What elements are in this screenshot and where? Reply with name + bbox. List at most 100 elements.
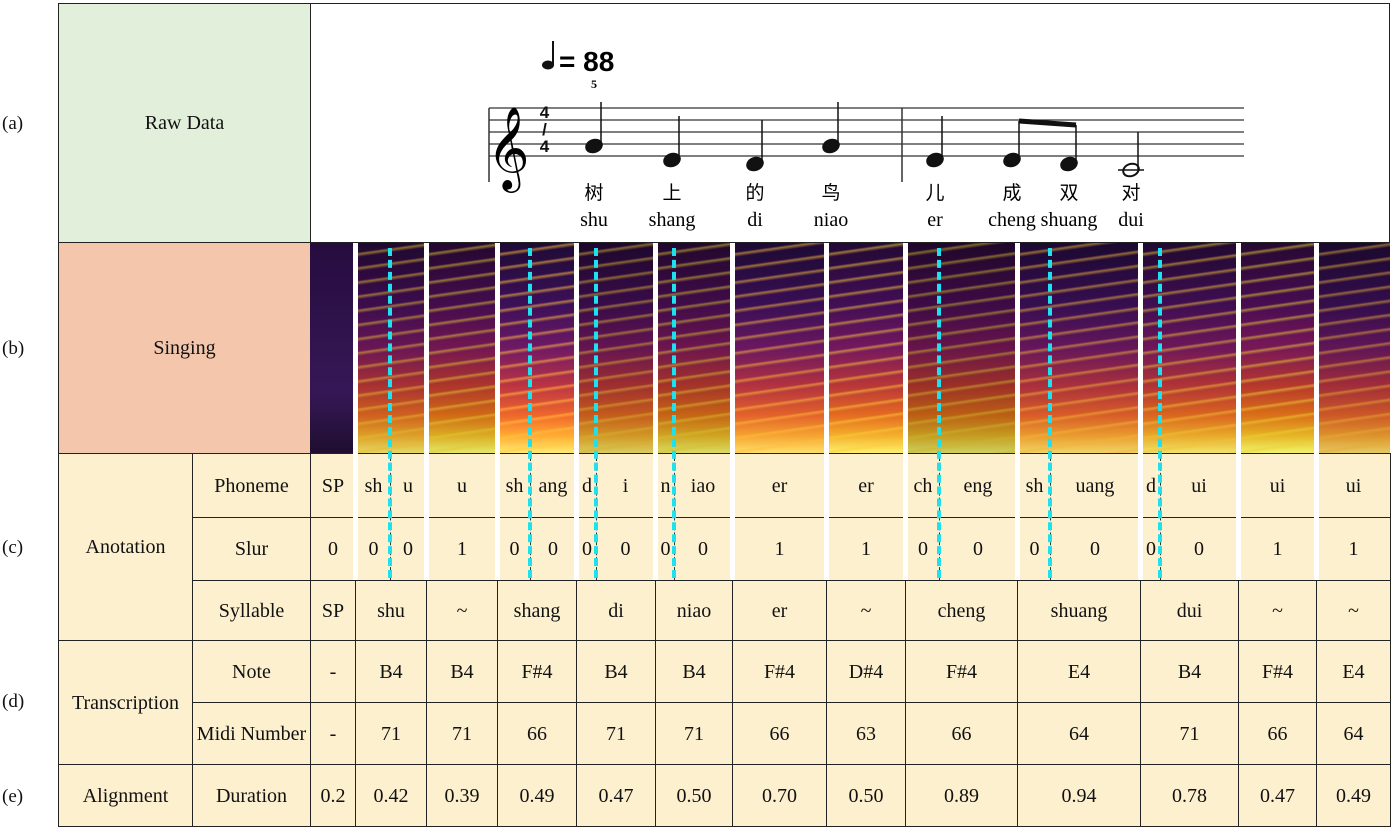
midi-cell: 63: [826, 702, 906, 765]
phoneme-boundary-line: [937, 248, 941, 578]
syllable-cell: cheng: [905, 580, 1018, 641]
lyric-pinyin: dui: [1118, 209, 1144, 231]
syllable-cell: shang: [497, 580, 577, 641]
segment-gap: [424, 243, 429, 580]
duration-cell: 0.70: [732, 764, 827, 827]
lyric-pinyin: shu: [580, 209, 608, 231]
lyric-pinyin: niao: [814, 209, 848, 231]
duration-cell: 0.78: [1140, 764, 1239, 827]
note-cell: B4: [426, 640, 498, 703]
spectrogram-segment: [579, 243, 655, 453]
lyric-pinyin: cheng: [988, 209, 1036, 231]
slur-cell: 0: [390, 517, 427, 581]
music-score: 𝄞 = 885 树 shu 上 shang 的 di 鸟 niao 儿 er 成 cheng 双 shuang…: [487, 41, 1244, 231]
measure-number: 5: [591, 77, 597, 91]
note-cell: F#4: [1238, 640, 1317, 703]
slur-cell: 1: [1238, 517, 1317, 581]
duration-cell: 0.42: [355, 764, 427, 827]
phoneme-cell: ui: [1316, 453, 1391, 518]
spectrogram-segment: [658, 243, 732, 453]
slur-cell: 0: [1160, 517, 1239, 581]
note-cell: F#4: [732, 640, 827, 703]
segment-gap: [1015, 243, 1020, 580]
time-signature: 4/4: [535, 103, 554, 154]
spectrogram-segment: [358, 243, 426, 453]
lyric-hanzi: 儿: [925, 183, 944, 204]
duration-cell: 0.39: [426, 764, 498, 827]
phoneme-boundary-line: [594, 248, 598, 578]
syllable-cell: ~: [826, 580, 906, 641]
segment-gap: [730, 243, 735, 580]
duration-cell: 0.49: [1316, 764, 1391, 827]
segment-gap: [824, 243, 829, 580]
phoneme-boundary-line: [528, 248, 532, 578]
duration-cell: 0.89: [905, 764, 1018, 827]
phoneme-cell: sh: [497, 453, 531, 518]
phoneme-cell: u: [426, 453, 498, 518]
row-label-c: (c): [2, 537, 24, 558]
duration-label: Duration: [192, 764, 311, 827]
syllable-label: Syllable: [192, 580, 311, 641]
syllable-cell: shuang: [1017, 580, 1141, 641]
slur-cell: 1: [426, 517, 498, 581]
duration-cell: 0.50: [826, 764, 906, 827]
phoneme-cell: ui: [1238, 453, 1317, 518]
syllable-cell: niao: [655, 580, 733, 641]
lyric-hanzi: 成: [1002, 182, 1021, 204]
midi-cell: 64: [1316, 702, 1391, 765]
row-label-a: (a): [2, 113, 24, 134]
note-cell: B4: [355, 640, 427, 703]
midi-cell: 71: [576, 702, 656, 765]
syllable-cell: di: [576, 580, 656, 641]
syllable-cell: ~: [1316, 580, 1391, 641]
lyric-pinyin: er: [927, 209, 943, 231]
midi-cell: 64: [1017, 702, 1141, 765]
midi-label: Midi Number: [192, 702, 311, 765]
syllable-cell: SP: [310, 580, 356, 641]
syllable-cell: er: [732, 580, 827, 641]
segment-gap: [903, 243, 908, 580]
phoneme-cell: ch: [905, 453, 940, 518]
duration-cell: 0.2: [310, 764, 356, 827]
phoneme-cell: sh: [1017, 453, 1051, 518]
phoneme-cell: er: [826, 453, 906, 518]
score-panel: 𝄞 = 88 5 树 shu 上 shang 的 di 鸟 niao 儿 er 成 cheng 双 shuang…: [310, 3, 1390, 243]
note-label: Note: [192, 640, 311, 703]
duration-cell: 0.49: [497, 764, 577, 827]
slur-cell: 0: [905, 517, 940, 581]
segment-gap: [1138, 243, 1143, 580]
slur-cell: 1: [1316, 517, 1391, 581]
note-cell: E4: [1316, 640, 1391, 703]
syllable-cell: shu: [355, 580, 427, 641]
spectrogram-segment: [1319, 243, 1390, 453]
syllable-cell: ~: [426, 580, 498, 641]
note-cell: B4: [655, 640, 733, 703]
phoneme-cell: ui: [1160, 453, 1239, 518]
slur-cell: 0: [939, 517, 1018, 581]
lyric-hanzi: 鸟: [821, 182, 840, 204]
transcription-label: Transcription: [58, 640, 193, 765]
duration-cell: 0.94: [1017, 764, 1141, 827]
note-cell: D#4: [826, 640, 906, 703]
slur-cell: 0: [1017, 517, 1051, 581]
tempo-text: = 88: [559, 46, 614, 77]
spectrogram-segment: [429, 243, 497, 453]
duration-cell: 0.47: [576, 764, 656, 827]
phoneme-label: Phoneme: [192, 453, 311, 518]
midi-cell: 71: [655, 702, 733, 765]
slur-cell: 0: [1050, 517, 1141, 581]
midi-cell: 66: [497, 702, 577, 765]
segment-gap: [1314, 243, 1319, 580]
tempo-note-icon: [542, 60, 554, 70]
segment-gap: [353, 243, 358, 580]
phoneme-cell: SP: [310, 453, 356, 518]
phoneme-cell: iao: [674, 453, 733, 518]
lyric-hanzi: 树: [584, 182, 603, 204]
lyric-hanzi: 上: [662, 182, 681, 204]
note-cell: E4: [1017, 640, 1141, 703]
phoneme-cell: eng: [939, 453, 1018, 518]
syllable-cell: dui: [1140, 580, 1239, 641]
note-cell: -: [310, 640, 356, 703]
phoneme-cell: i: [596, 453, 656, 518]
lyric-hanzi: 的: [745, 182, 764, 204]
